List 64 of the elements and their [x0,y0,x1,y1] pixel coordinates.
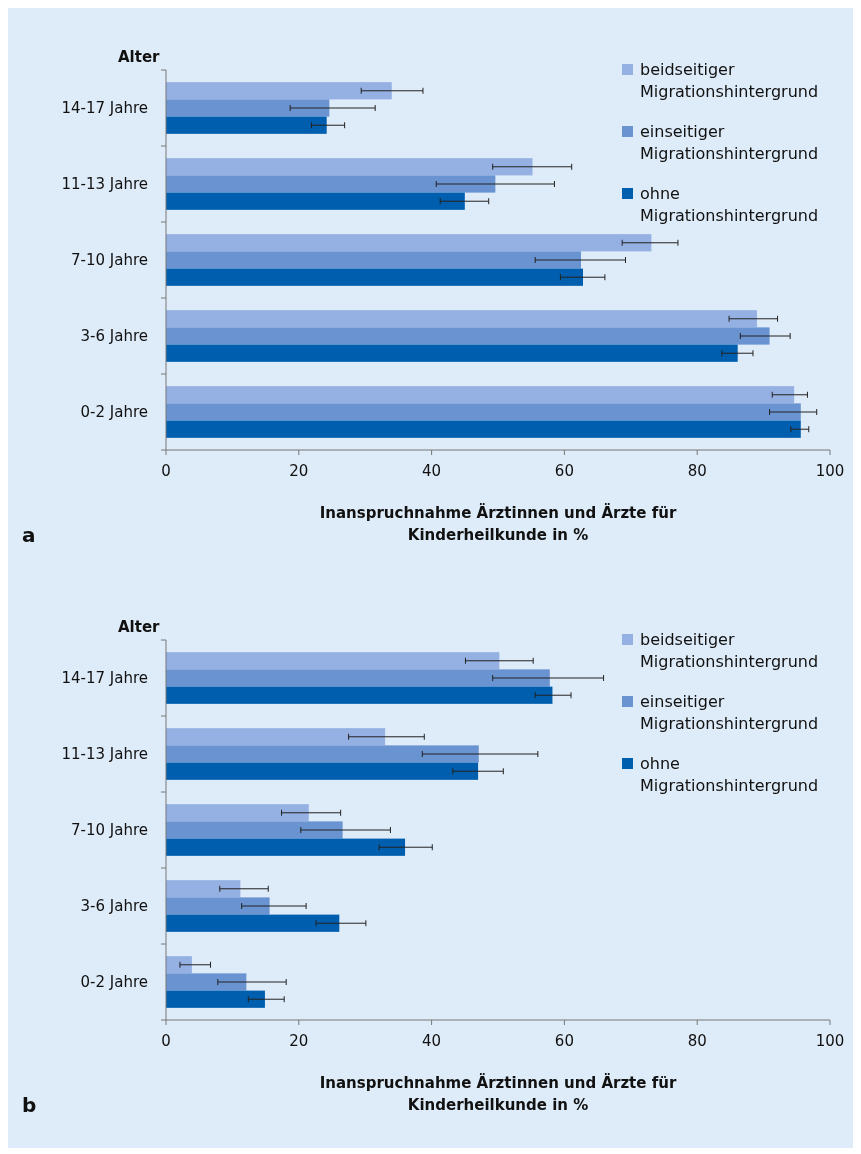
bar [166,897,270,915]
x-tick-label: 80 [687,1032,707,1050]
y-tick-label: 3-6 Jahre [80,897,148,916]
x-tick-label: 100 [815,462,845,480]
bar [166,158,533,176]
x-tick-label: 40 [422,1032,442,1050]
y-axis-title: Alter [118,618,161,636]
x-tick-label: 60 [554,462,574,480]
y-tick-label: 0-2 Jahre [80,973,148,992]
y-tick-label: 14-17 Jahre [61,99,148,118]
y-axis-title: Alter [118,48,161,66]
x-tick-label: 80 [687,462,707,480]
y-tick-label: 7-10 Jahre [71,821,148,840]
x-tick-label: 0 [161,462,171,480]
bar [166,116,327,134]
legend-label: ohne Migrationshintergrund [640,184,819,225]
bar [166,234,652,252]
bar [166,99,330,117]
bar [166,838,406,856]
y-tick-label: 7-10 Jahre [71,251,148,270]
y-tick-label: 14-17 Jahre [61,669,148,688]
x-axis-title: Inanspruchnahme Ärztinnen und Ärzte für Kinderheilkunde in % [319,1073,677,1114]
x-tick-label: 100 [815,1032,845,1050]
x-tick-label: 20 [289,462,309,480]
y-tick-label: 0-2 Jahre [80,403,148,422]
y-tick-label: 11-13 Jahre [61,175,148,194]
bar [166,804,309,822]
bar [166,251,581,269]
bar [166,821,343,839]
bar [166,728,386,746]
legend-label: einseitiger Migrationshintergrund [640,692,819,733]
legend-label: beidseitiger Migrationshintergrund [640,630,819,671]
x-axis-title: Inanspruchnahme Ärztinnen und Ärzte für Kinderheilkunde in % [319,503,677,544]
bar [166,914,340,932]
legend-label: einseitiger Migrationshintergrund [640,122,819,163]
x-tick-label: 20 [289,1032,309,1050]
bar [166,973,247,991]
bar [166,956,192,974]
x-tick-label: 60 [554,1032,574,1050]
bar [166,762,479,780]
bar [166,420,801,438]
text: a [22,523,36,547]
bar [166,310,757,328]
bar [166,669,550,687]
x-tick-label: 40 [422,462,442,480]
bar [166,745,479,763]
bar [166,403,801,421]
y-tick-label: 3-6 Jahre [80,327,148,346]
text: b [22,1093,37,1117]
bar [166,344,738,362]
legend-label: beidseitiger Migrationshintergrund [640,60,819,101]
bar [166,268,583,286]
bar [166,686,553,704]
legend-label: ohne Migrationshintergrund [640,754,819,795]
bar [166,82,392,100]
bar [166,652,500,670]
bar [166,175,496,193]
y-tick-label: 11-13 Jahre [61,745,148,764]
bar [166,192,465,210]
bar [166,327,770,345]
bar [166,880,241,898]
bar [166,990,265,1008]
bar [166,386,795,404]
x-tick-label: 0 [161,1032,171,1050]
